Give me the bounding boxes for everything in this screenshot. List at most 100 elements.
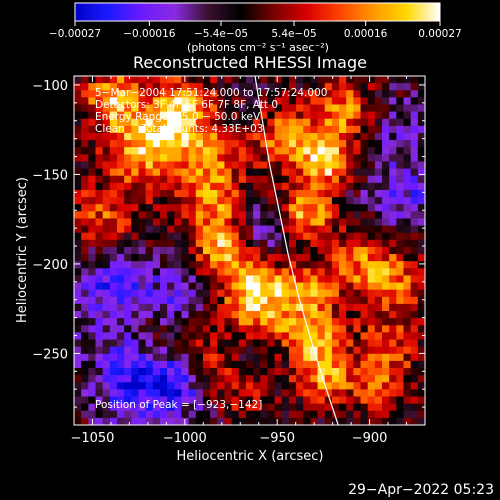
heatmap-cell — [382, 118, 390, 127]
heatmap-cell — [303, 375, 311, 383]
heatmap-cell — [331, 161, 340, 169]
heatmap-cell — [267, 389, 275, 397]
heatmap-cell — [116, 282, 125, 291]
heatmap-cell — [159, 132, 168, 141]
heatmap-cell — [374, 118, 383, 127]
heatmap-cell — [417, 282, 425, 291]
heatmap-cell — [210, 182, 218, 191]
heatmap-cell — [224, 83, 232, 91]
heatmap-cell — [174, 125, 182, 134]
heatmap-cell — [353, 296, 361, 305]
heatmap-cell — [396, 289, 404, 298]
heatmap-cell — [396, 389, 404, 397]
heatmap-cell — [303, 311, 311, 319]
heatmap-cell — [396, 76, 404, 84]
heatmap-cell — [167, 204, 175, 212]
heatmap-cell — [231, 168, 240, 177]
heatmap-cell — [245, 132, 254, 141]
heatmap-cell — [181, 282, 190, 291]
heatmap-cell — [317, 189, 326, 198]
heatmap-cell — [324, 97, 333, 105]
colorbar-tick-label: 0.00016 — [344, 28, 388, 40]
heatmap-cell — [410, 403, 419, 412]
heatmap-cell — [382, 368, 390, 376]
heatmap-cell — [303, 97, 311, 105]
heatmap-cell — [339, 289, 347, 298]
heatmap-cell — [296, 318, 304, 326]
heatmap-cell — [181, 254, 190, 262]
heatmap-cell — [346, 204, 354, 212]
heatmap-cell — [238, 325, 247, 333]
heatmap-cell — [360, 118, 369, 127]
heatmap-cell — [253, 353, 261, 362]
heatmap-cell — [202, 318, 211, 326]
heatmap-cell — [353, 275, 361, 283]
heatmap-cell — [367, 325, 376, 333]
heatmap-cell — [367, 104, 376, 113]
heatmap-cell — [339, 396, 347, 405]
heatmap-cell — [260, 382, 268, 390]
heatmap-cell — [281, 318, 290, 326]
heatmap-cell — [95, 118, 104, 127]
heatmap-cell — [167, 360, 175, 369]
heatmap-cell — [124, 83, 132, 91]
heatmap-cell — [145, 417, 154, 425]
heatmap-cell — [202, 211, 211, 219]
heatmap-cell — [152, 90, 161, 98]
heatmap-cell — [210, 396, 218, 405]
heatmap-cell — [403, 239, 412, 248]
heatmap-cell — [267, 218, 275, 226]
heatmap-cell — [396, 140, 404, 148]
heatmap-cell — [339, 232, 347, 241]
heatmap-cell — [159, 261, 168, 269]
heatmap-cell — [145, 303, 154, 312]
heatmap-cell — [403, 168, 412, 177]
heatmap-cell — [346, 382, 354, 390]
heatmap-cell — [131, 332, 139, 340]
heatmap-cell — [74, 403, 82, 412]
heatmap-cell — [245, 175, 254, 184]
heatmap-cell — [202, 132, 211, 141]
heatmap-cell — [88, 360, 96, 369]
heatmap-cell — [102, 353, 111, 362]
heatmap-cell — [131, 175, 139, 184]
heatmap-cell — [288, 261, 297, 269]
heatmap-cell — [138, 303, 147, 312]
heatmap-cell — [310, 97, 318, 105]
heatmap-cell — [296, 232, 304, 241]
heatmap-cell — [116, 353, 125, 362]
heatmap-cell — [131, 76, 139, 84]
heatmap-cell — [374, 396, 383, 405]
heatmap-cell — [353, 417, 361, 425]
heatmap-cell — [238, 303, 247, 312]
heatmap-cell — [224, 154, 232, 162]
heatmap-cell — [131, 147, 139, 155]
heatmap-cell — [124, 332, 132, 340]
heatmap-cell — [346, 303, 354, 312]
heatmap-cell — [339, 140, 347, 148]
heatmap-cell — [102, 296, 111, 305]
heatmap-cell — [138, 175, 147, 184]
heatmap-cell — [374, 189, 383, 198]
heatmap-cell — [202, 218, 211, 226]
heatmap-cell — [360, 90, 369, 98]
heatmap-cell — [374, 76, 383, 84]
heatmap-cell — [353, 232, 361, 241]
heatmap-cell — [396, 175, 404, 184]
heatmap-cell — [238, 318, 247, 326]
heatmap-cell — [303, 175, 311, 184]
heatmap-cell — [281, 111, 290, 120]
heatmap-cell — [174, 268, 182, 276]
heatmap-cell — [260, 83, 268, 91]
heatmap-cell — [281, 83, 290, 91]
heatmap-cell — [224, 417, 232, 425]
heatmap-cell — [95, 396, 104, 405]
heatmap-cell — [88, 118, 96, 127]
heatmap-cell — [217, 346, 225, 355]
heatmap-cell — [231, 261, 240, 269]
heatmap-cell — [181, 239, 190, 248]
heatmap-cell — [303, 225, 311, 234]
heatmap-cell — [360, 353, 369, 362]
heatmap-cell — [138, 246, 147, 255]
heatmap-cell — [188, 261, 197, 269]
